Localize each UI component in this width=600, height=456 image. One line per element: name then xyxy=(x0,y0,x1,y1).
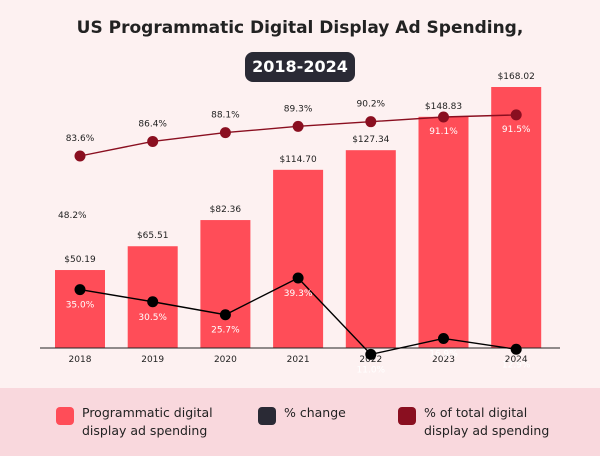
change-point-2024 xyxy=(510,343,522,355)
legend-item-change: % change xyxy=(258,404,374,425)
annotation-48-2: 48.2% xyxy=(58,211,87,221)
legend-item-share: % of total digital display ad spending xyxy=(398,404,574,440)
share-point-2022 xyxy=(365,116,377,128)
legend-label-change: % change xyxy=(284,405,346,420)
bar-value-label-2024: $168.02 xyxy=(498,72,535,82)
bar-value-label-2022: $127.34 xyxy=(352,135,389,145)
legend-swatch-share xyxy=(398,407,416,425)
x-tick-label-2024: 2024 xyxy=(505,355,528,365)
change-label-2019: 30.5% xyxy=(138,313,167,323)
share-label-2021: 89.3% xyxy=(284,104,313,114)
share-point-2021 xyxy=(292,120,304,132)
x-tick-label-2022: 2022 xyxy=(359,355,382,365)
change-label-2022: 11.0% xyxy=(357,365,386,375)
share-point-2019 xyxy=(147,135,159,147)
bar-2022 xyxy=(345,150,396,348)
bar-value-label-2021: $114.70 xyxy=(279,155,316,165)
change-label-2020: 25.7% xyxy=(211,326,240,336)
change-point-2020 xyxy=(219,309,231,321)
change-point-2023 xyxy=(438,332,449,344)
share-label-2023: 91.1% xyxy=(429,127,458,137)
x-tick-label-2019: 2019 xyxy=(141,355,164,365)
legend-swatch-spending xyxy=(56,407,74,425)
share-point-2023 xyxy=(438,111,449,123)
x-tick-label-2023: 2023 xyxy=(432,355,455,365)
change-label-2024: 12.9% xyxy=(502,360,531,370)
bar-2020 xyxy=(200,220,251,348)
share-label-2024: 91.5% xyxy=(502,125,531,135)
x-tick-label-2021: 2021 xyxy=(287,355,310,365)
legend-swatch-change xyxy=(258,407,276,425)
bar-2024 xyxy=(491,87,542,348)
share-label-2019: 86.4% xyxy=(138,119,167,129)
bar-2021 xyxy=(273,169,324,348)
bar-2018 xyxy=(55,270,105,348)
share-label-2022: 90.2% xyxy=(357,100,386,110)
change-point-2022 xyxy=(365,348,377,360)
bar-value-label-2023: $148.83 xyxy=(425,102,462,112)
chart-title: US Programmatic Digital Display Ad Spend… xyxy=(76,18,524,38)
change-label-2021: 39.3% xyxy=(284,289,313,299)
x-tick-label-2020: 2020 xyxy=(214,355,237,365)
bar-value-label-2018: $50.19 xyxy=(64,255,96,265)
bar-value-label-2020: $82.36 xyxy=(210,205,242,215)
legend-label-share: % of total digital display ad spending xyxy=(424,405,550,438)
legend-label-spending: Programmatic digital display ad spending xyxy=(82,405,213,438)
share-label-2020: 88.1% xyxy=(211,111,240,121)
legend-item-spending: Programmatic digital display ad spending xyxy=(56,404,222,440)
chart-plot: $50.19 $65.51 $82.36 $114.70 $127.34 $148.83 $… xyxy=(40,72,560,375)
change-label-2023: 16.9% xyxy=(429,349,458,359)
share-point-2024 xyxy=(510,109,522,121)
share-point-2020 xyxy=(219,127,231,139)
change-point-2021 xyxy=(292,272,304,284)
share-label-2018: 83.6% xyxy=(66,134,95,144)
x-tick-label-2018: 2018 xyxy=(69,355,92,365)
legend: Programmatic digital display ad spending… xyxy=(0,388,600,456)
change-point-2018 xyxy=(74,284,86,296)
chart-subtitle: 2018-2024 xyxy=(245,52,355,82)
bar-2023 xyxy=(418,116,469,349)
share-point-2018 xyxy=(74,150,86,162)
change-label-2018: 35.0% xyxy=(66,301,95,311)
bar-value-label-2019: $65.51 xyxy=(137,231,169,241)
change-point-2019 xyxy=(147,296,159,308)
